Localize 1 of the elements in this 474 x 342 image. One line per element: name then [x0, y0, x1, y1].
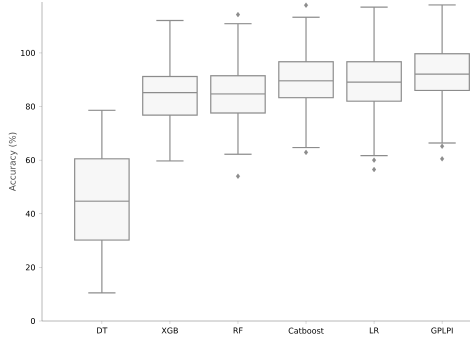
y-axis-title: Accuracy (%) [8, 132, 18, 192]
